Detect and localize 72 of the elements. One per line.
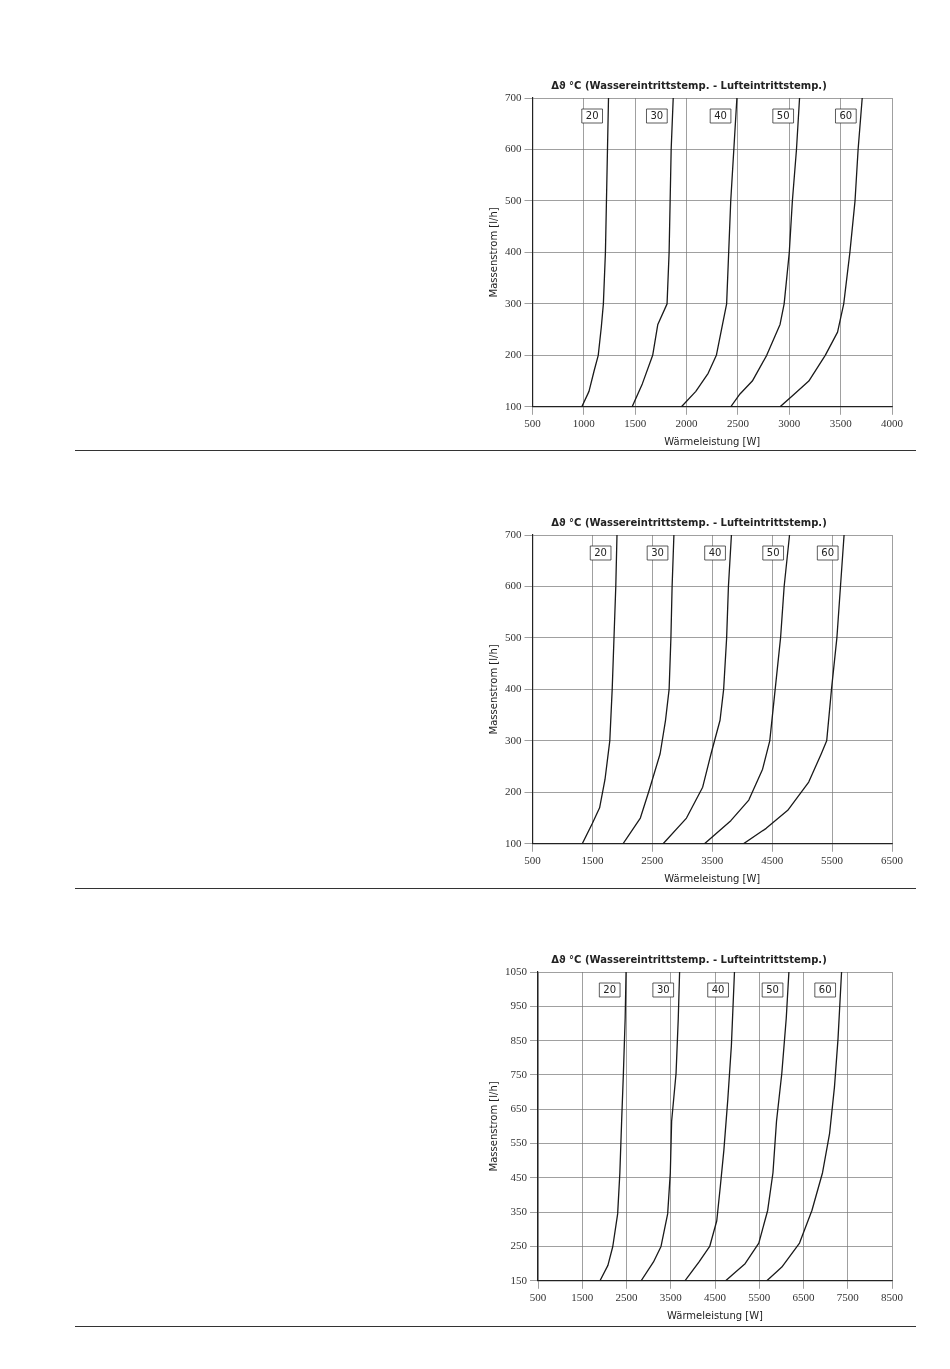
x-tick-label: 1500	[571, 1291, 594, 1304]
y-tick-label: 250	[510, 1239, 528, 1252]
x-tick-label: 6500	[881, 854, 904, 867]
x-tick-label: 2500	[641, 854, 664, 867]
y-tick-label: 400	[505, 245, 522, 258]
series-label: 40	[708, 546, 722, 558]
chart-title: Δϑ °C (Wassereintrittstemp. - Lufteintrittstemp.)	[551, 953, 827, 965]
x-tick-label: 500	[524, 854, 542, 867]
x-tick-label: 2000	[675, 417, 699, 430]
series-label: 30	[651, 546, 664, 558]
y-tick-label: 500	[505, 193, 522, 206]
y-tick-label: 150	[510, 1273, 528, 1286]
x-tick-label: 8500	[881, 1291, 904, 1304]
y-axis-title: Massenstrom [l/h]	[487, 207, 499, 298]
series-label: 20	[603, 983, 617, 995]
series-label: 50	[766, 983, 779, 995]
y-axis-title: Massenstrom [l/h]	[487, 1081, 499, 1172]
y-tick-label: 1050	[505, 964, 528, 977]
series-label: 20	[585, 109, 599, 121]
x-tick-label: 1500	[581, 854, 604, 867]
y-tick-label: 200	[505, 785, 522, 798]
series-label: 40	[711, 983, 725, 995]
x-tick-label: 3500	[829, 417, 853, 430]
y-tick-label: 950	[510, 999, 528, 1012]
y-tick-label: 350	[510, 1205, 528, 1218]
y-tick-label: 550	[510, 1136, 528, 1149]
x-tick-label: 500	[524, 417, 542, 430]
x-axis-title: Wärmeleistung [W]	[664, 872, 761, 884]
x-axis-title: Wärmeleistung [W]	[664, 435, 761, 447]
series-label: 50	[776, 109, 790, 121]
y-tick-label: 200	[505, 348, 522, 361]
y-tick-label: 450	[510, 1170, 528, 1183]
x-tick-label: 6500	[792, 1291, 815, 1304]
x-tick-label: 5500	[821, 854, 844, 867]
series-label: 60	[821, 546, 835, 558]
x-tick-label: 4500	[704, 1291, 727, 1304]
y-axis-title: Massenstrom [l/h]	[487, 644, 499, 735]
x-tick-label: 4500	[761, 854, 784, 867]
y-tick-label: 600	[505, 142, 522, 155]
x-tick-label: 2500	[615, 1291, 638, 1304]
x-axis-title: Wärmeleistung [W]	[667, 1309, 764, 1321]
y-tick-label: 700	[505, 90, 522, 103]
y-tick-label: 100	[505, 399, 522, 412]
y-tick-label: 600	[505, 579, 522, 592]
series-label: 30	[656, 983, 670, 995]
y-tick-label: 300	[505, 296, 522, 309]
x-tick-label: 3000	[778, 417, 801, 430]
series-label: 50	[766, 546, 780, 558]
x-tick-label: 500	[529, 1291, 547, 1304]
y-tick-label: 700	[505, 527, 522, 540]
x-tick-label: 7500	[836, 1291, 860, 1304]
y-tick-label: 750	[510, 1067, 528, 1080]
y-tick-label: 300	[505, 733, 522, 746]
y-tick-label: 100	[505, 836, 522, 849]
series-label: 30	[650, 109, 664, 121]
x-tick-label: 2500	[726, 417, 750, 430]
series-label: 40	[714, 109, 727, 121]
x-tick-label: 3500	[659, 1291, 683, 1304]
y-tick-label: 850	[510, 1033, 528, 1046]
y-tick-label: 650	[510, 1102, 528, 1115]
x-tick-label: 3500	[701, 854, 724, 867]
x-tick-label: 1000	[572, 417, 596, 430]
series-label: 60	[818, 983, 832, 995]
series-label: 60	[839, 109, 853, 121]
x-tick-label: 5500	[748, 1291, 771, 1304]
x-tick-label: 1500	[624, 417, 647, 430]
x-tick-label: 4000	[881, 417, 904, 430]
series-label: 20	[594, 546, 607, 558]
chart-title: Δϑ °C (Wassereintrittstemp. - Lufteintrittstemp.)	[551, 516, 827, 528]
chart-title: Δϑ °C (Wassereintrittstemp. - Lufteintrittstemp.)	[551, 79, 827, 91]
y-tick-label: 500	[505, 630, 522, 643]
y-tick-label: 400	[505, 682, 522, 695]
